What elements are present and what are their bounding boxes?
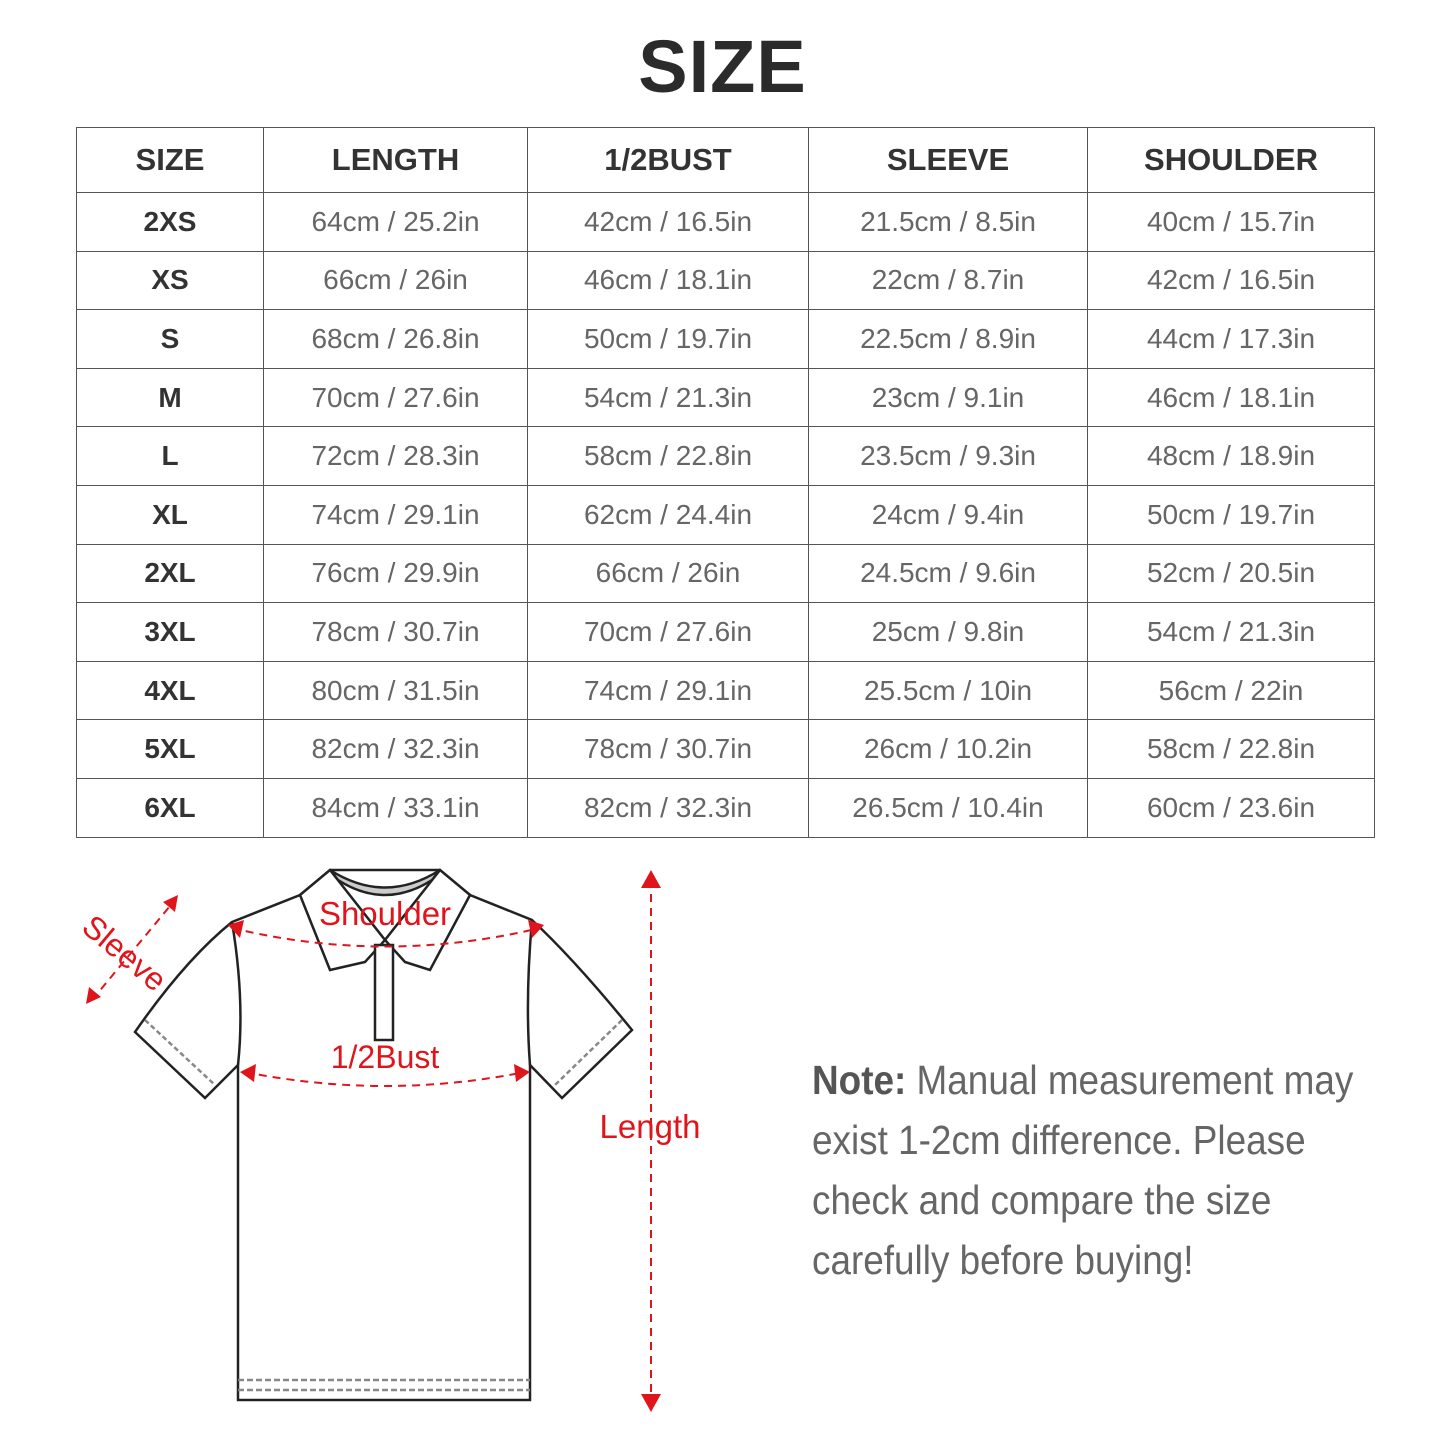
measurement-cell: 50cm / 19.7in (1087, 484, 1375, 545)
column-header-sleeve: SLEEVE (808, 127, 1088, 193)
size-cell: S (76, 309, 264, 369)
note-body: Manual measurement may exist 1-2cm diffe… (812, 1057, 1354, 1283)
size-cell: XL (76, 484, 264, 545)
measurement-cell: 42cm / 16.5in (527, 192, 809, 252)
measurement-cell: 24cm / 9.4in (808, 484, 1088, 545)
measurement-cell: 68cm / 26.8in (263, 309, 528, 369)
measurement-cell: 70cm / 27.6in (527, 602, 809, 662)
size-cell: L (76, 426, 264, 486)
measurement-cell: 82cm / 32.3in (263, 719, 528, 779)
measurement-cell: 74cm / 29.1in (263, 484, 528, 545)
measurement-cell: 46cm / 18.1in (1087, 367, 1375, 428)
size-cell: 3XL (76, 602, 264, 662)
table-row: 3XL 78cm / 30.7in 70cm / 27.6in 25cm / 9.8i… (76, 602, 1375, 662)
measurement-cell: 26cm / 10.2in (808, 719, 1088, 779)
size-cell: 2XS (76, 192, 264, 252)
measurement-cell: 23cm / 9.1in (808, 367, 1088, 428)
measurement-cell: 48cm / 18.9in (1087, 426, 1375, 486)
measurement-cell: 52cm / 20.5in (1087, 543, 1375, 604)
measurement-cell: 54cm / 21.3in (527, 367, 809, 428)
measurement-cell: 66cm / 26in (527, 543, 809, 604)
table-row: M 70cm / 27.6in 54cm / 21.3in 23cm / 9.1in 4… (76, 367, 1375, 428)
measurement-cell: 21.5cm / 8.5in (808, 192, 1088, 252)
measurement-cell: 74cm / 29.1in (527, 660, 809, 721)
measurement-cell: 44cm / 17.3in (1087, 309, 1375, 369)
table-row: 6XL 84cm / 33.1in 82cm / 32.3in 26.5cm / 10… (76, 777, 1375, 838)
table-row: S 68cm / 26.8in 50cm / 19.7in 22.5cm / 8.9i… (76, 309, 1375, 369)
measurement-cell: 82cm / 32.3in (527, 777, 809, 838)
sleeve-label: Sleeve (76, 908, 174, 998)
bust-label: 1/2Bust (331, 1039, 440, 1075)
measurement-cell: 22cm / 8.7in (808, 250, 1088, 311)
table-header-row: SIZE LENGTH 1/2BUST SLEEVE SHOULDER (76, 127, 1375, 193)
measurement-cell: 40cm / 15.7in (1087, 192, 1375, 252)
measurement-cell: 50cm / 19.7in (527, 309, 809, 369)
size-cell: 6XL (76, 777, 264, 838)
size-cell: 4XL (76, 660, 264, 721)
measurement-cell: 84cm / 33.1in (263, 777, 528, 838)
measurement-cell: 26.5cm / 10.4in (808, 777, 1088, 838)
column-header-shoulder: SHOULDER (1087, 127, 1375, 193)
size-table: SIZE LENGTH 1/2BUST SLEEVE SHOULDER 2XS 64cm … (76, 127, 1375, 838)
measurement-cell: 76cm / 29.9in (263, 543, 528, 604)
measurement-cell: 25cm / 9.8in (808, 602, 1088, 662)
size-cell: XS (76, 250, 264, 311)
arrowheads (86, 870, 661, 1412)
measurement-cell: 42cm / 16.5in (1087, 250, 1375, 311)
shirt-illustration (133, 868, 634, 1402)
table-row: L 72cm / 28.3in 58cm / 22.8in 23.5cm / 9.3i… (76, 426, 1375, 486)
measurement-cell: 25.5cm / 10in (808, 660, 1088, 721)
measurement-cell: 62cm / 24.4in (527, 484, 809, 545)
measurement-lines (91, 880, 652, 1400)
measurement-cell: 80cm / 31.5in (263, 660, 528, 721)
length-label: Length (600, 1108, 701, 1145)
table-row: XL 74cm / 29.1in 62cm / 24.4in 24cm / 9.4in… (76, 484, 1375, 545)
note-label: Note: (812, 1057, 907, 1103)
size-cell: 5XL (76, 719, 264, 779)
measurement-cell: 60cm / 23.6in (1087, 777, 1375, 838)
measurement-cell: 66cm / 26in (263, 250, 528, 311)
measurement-cell: 72cm / 28.3in (263, 426, 528, 486)
polo-shirt-diagram: Shoulder 1/2Bust Length Sleeve (76, 868, 701, 1412)
shoulder-label: Shoulder (319, 895, 451, 932)
column-header-length: LENGTH (263, 127, 528, 193)
measurement-cell: 78cm / 30.7in (263, 602, 528, 662)
table-row: 2XS 64cm / 25.2in 42cm / 16.5in 21.5cm / 8.… (76, 192, 1375, 252)
measurement-cell: 70cm / 27.6in (263, 367, 528, 428)
measurement-cell: 54cm / 21.3in (1087, 602, 1375, 662)
measurement-cell: 24.5cm / 9.6in (808, 543, 1088, 604)
column-header-12bust: 1/2BUST (527, 127, 809, 193)
column-header-size: SIZE (76, 127, 264, 193)
page-title: SIZE (638, 25, 807, 108)
size-cell: M (76, 367, 264, 428)
measurement-cell: 58cm / 22.8in (527, 426, 809, 486)
table-row: 2XL 76cm / 29.9in 66cm / 26in 24.5cm / 9.6i… (76, 543, 1375, 604)
measurement-cell: 78cm / 30.7in (527, 719, 809, 779)
note-text: Note: Manual measurement may exist 1-2cm… (812, 1050, 1370, 1290)
measurement-cell: 56cm / 22in (1087, 660, 1375, 721)
table-row: 5XL 82cm / 32.3in 78cm / 30.7in 26cm / 10.2… (76, 719, 1375, 779)
measurement-cell: 58cm / 22.8in (1087, 719, 1375, 779)
measurement-cell: 46cm / 18.1in (527, 250, 809, 311)
table-row: 4XL 80cm / 31.5in 74cm / 29.1in 25.5cm / 10… (76, 660, 1375, 721)
measurement-cell: 64cm / 25.2in (263, 192, 528, 252)
table-row: XS 66cm / 26in 46cm / 18.1in 22cm / 8.7in 42… (76, 250, 1375, 311)
measurement-cell: 23.5cm / 9.3in (808, 426, 1088, 486)
measurement-cell: 22.5cm / 8.9in (808, 309, 1088, 369)
size-cell: 2XL (76, 543, 264, 604)
